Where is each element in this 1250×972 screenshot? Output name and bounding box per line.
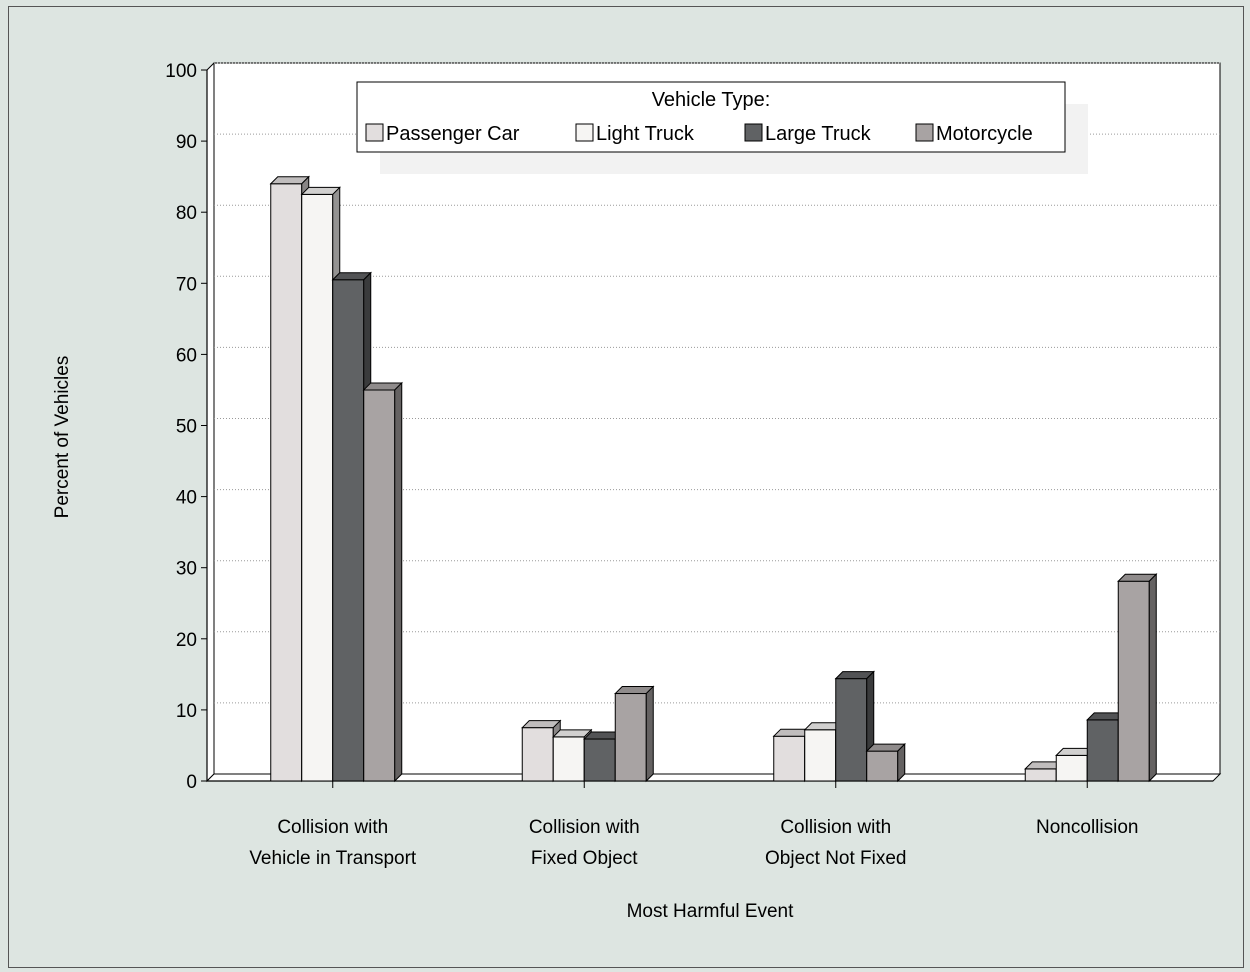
y-axis-title: Percent of Vehicles (52, 356, 73, 519)
bar-side (897, 742, 906, 783)
bar (1117, 580, 1150, 782)
bar (835, 678, 868, 782)
x-tick-label: Collision with (529, 817, 640, 838)
bar (332, 279, 365, 782)
bar-side (394, 381, 403, 783)
y-tick-label: 80 (176, 203, 197, 224)
y-tick-label: 100 (165, 61, 197, 82)
plot-left-wall (206, 61, 215, 783)
bar (1055, 754, 1088, 782)
bar (270, 183, 303, 782)
bar-side (1148, 573, 1157, 783)
bar-side (645, 685, 654, 783)
y-tick-label: 10 (176, 701, 197, 722)
x-axis-title: Most Harmful Event (627, 901, 795, 922)
x-tick-label: Noncollision (1036, 817, 1138, 838)
bar (804, 729, 837, 782)
y-tick-label: 90 (176, 132, 197, 153)
bar (866, 750, 899, 782)
legend-label: Light Truck (596, 123, 695, 145)
legend-swatch (575, 123, 594, 142)
legend-label: Motorcycle (936, 123, 1033, 145)
legend-title: Vehicle Type: (652, 89, 771, 111)
bar (552, 736, 585, 782)
legend-label: Large Truck (765, 123, 872, 145)
y-tick-label: 40 (176, 488, 197, 509)
bar (1024, 768, 1057, 782)
y-tick-label: 50 (176, 417, 197, 438)
x-tick-label: Vehicle in Transport (249, 848, 417, 869)
y-tick-label: 20 (176, 630, 197, 651)
bar (363, 389, 396, 782)
legend-swatch (365, 123, 384, 142)
x-tick-label: Fixed Object (531, 848, 638, 869)
legend (356, 81, 1066, 153)
bar (614, 693, 647, 782)
bar (583, 738, 616, 782)
legend-label: Passenger Car (386, 123, 520, 145)
bar (1086, 719, 1119, 782)
y-tick-label: 60 (176, 345, 197, 366)
bar (301, 193, 334, 782)
bar (773, 735, 806, 782)
x-tick-label: Collision with (277, 817, 388, 838)
x-tick-label: Collision with (780, 817, 891, 838)
legend-swatch (744, 123, 763, 142)
y-tick-label: 70 (176, 274, 197, 295)
y-tick-label: 0 (186, 772, 197, 793)
bar (521, 727, 554, 782)
x-tick-label: Object Not Fixed (765, 848, 907, 869)
y-tick-label: 30 (176, 559, 197, 580)
legend-swatch (915, 123, 934, 142)
